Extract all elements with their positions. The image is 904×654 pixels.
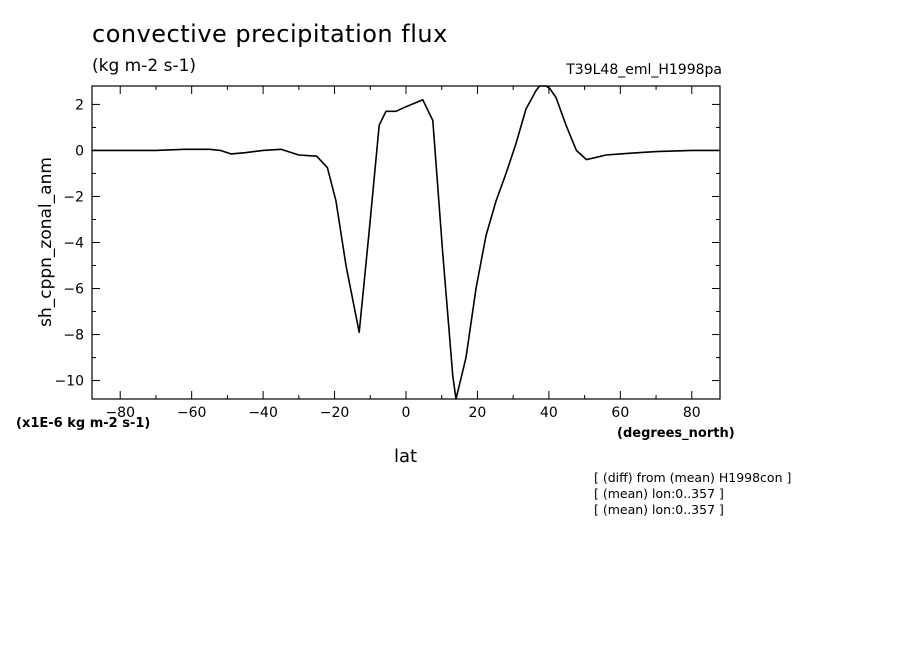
x-tick-label: −60 bbox=[177, 405, 207, 421]
tick-labels: −80 −60 −40 −20 0 20 40 60 80−10−8−6−4−202 bbox=[54, 97, 700, 421]
x-axis-label: lat bbox=[394, 446, 418, 467]
x-tick-label: 0 bbox=[402, 405, 411, 421]
y-tick-label: 2 bbox=[75, 97, 84, 113]
y-tick-label: −10 bbox=[54, 374, 84, 390]
chart-subtitle: (kg m-2 s-1) bbox=[92, 56, 197, 76]
note-line: [ (mean) lon:0..357 ] bbox=[594, 502, 724, 517]
y-tick-label: −2 bbox=[63, 189, 84, 205]
x-tick-label: 80 bbox=[683, 405, 701, 421]
note-line: [ (mean) lon:0..357 ] bbox=[594, 486, 724, 501]
y-unit-label: (x1E-6 kg m-2 s-1) bbox=[16, 416, 151, 431]
axis-ticks bbox=[92, 86, 720, 399]
run-label: T39L48_eml_H1998pa bbox=[566, 62, 722, 78]
x-tick-label: 40 bbox=[540, 405, 558, 421]
series-line bbox=[92, 85, 720, 400]
y-tick-label: 0 bbox=[75, 143, 84, 159]
x-unit-label: (degrees_north) bbox=[617, 426, 735, 441]
chart-title: convective precipitation flux bbox=[92, 20, 448, 48]
y-tick-label: −4 bbox=[63, 236, 84, 252]
x-tick-label: −20 bbox=[320, 405, 350, 421]
note-line: [ (diff) from (mean) H1998con ] bbox=[594, 470, 792, 485]
plot-frame bbox=[91, 85, 721, 400]
x-tick-label: −80 bbox=[105, 405, 135, 421]
x-tick-label: 60 bbox=[611, 405, 629, 421]
x-tick-label: −40 bbox=[248, 405, 278, 421]
y-tick-label: −8 bbox=[63, 328, 84, 344]
x-tick-label: 20 bbox=[469, 405, 487, 421]
y-tick-label: −6 bbox=[63, 282, 84, 298]
